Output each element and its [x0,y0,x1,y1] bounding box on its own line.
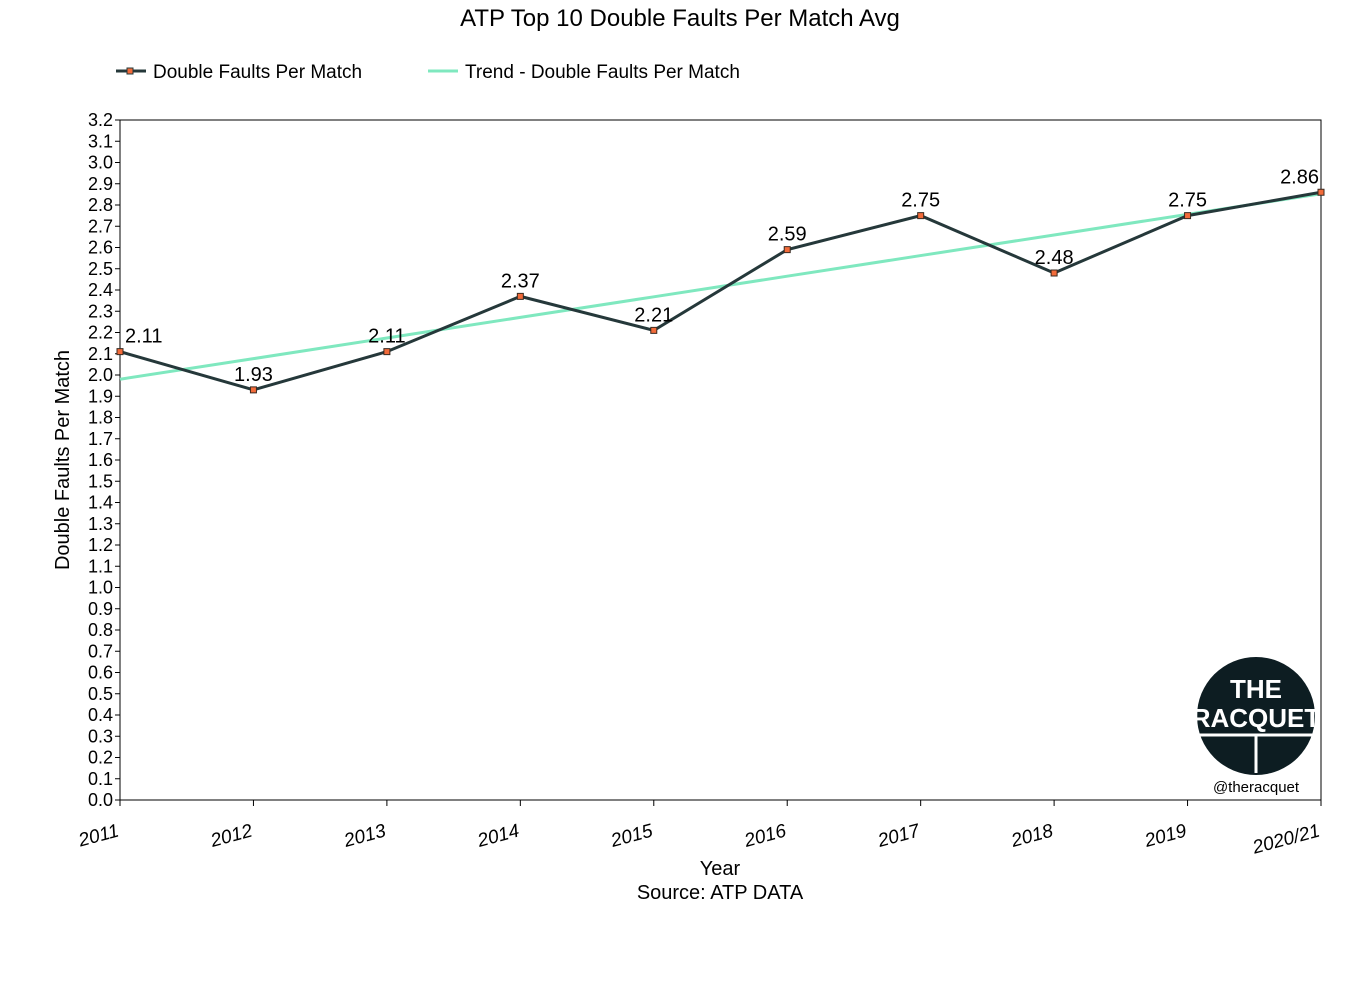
y-tick-label: 0.3 [88,726,113,746]
y-tick-label: 0.8 [88,620,113,640]
y-tick-label: 2.1 [88,344,113,364]
x-tick-label: 2017 [875,820,924,852]
data-point [1184,212,1192,220]
data-point [783,246,791,254]
logo-text-racquet: RACQUET [1192,703,1321,733]
y-tick-label: 0.1 [88,769,113,789]
y-tick-label: 0.2 [88,748,113,768]
data-label: 2.37 [501,270,540,292]
data-point [650,326,658,334]
x-tick-label: 2011 [75,821,121,852]
data-label: 2.86 [1280,166,1319,188]
x-tick-label: 2015 [608,820,656,852]
data-label: 2.21 [634,304,673,326]
x-tick-label: 2018 [1008,820,1056,852]
legend-label-series: Double Faults Per Match [153,62,362,83]
data-label: 2.75 [1168,190,1207,212]
y-tick-label: 1.5 [88,471,113,491]
data-point [1317,188,1325,196]
legend-marker-series [126,67,134,75]
y-tick-label: 1.2 [88,535,113,555]
y-tick-label: 3.1 [88,131,113,151]
y-tick-label: 2.0 [88,365,113,385]
y-axis-title: Double Faults Per Match [52,350,74,570]
data-point [383,348,391,356]
data-point [516,292,524,300]
y-tick-label: 2.9 [88,174,113,194]
y-tick-label: 1.6 [88,450,113,470]
x-axis-title: Year [700,858,741,880]
y-tick-label: 0.0 [88,790,113,810]
logo-circle [1197,657,1315,775]
legend: Double Faults Per Match Trend - Double F… [116,62,740,83]
series-line [119,190,1322,392]
data-label: 2.48 [1035,247,1074,269]
data-label: 2.59 [768,224,807,246]
legend-label-trend: Trend - Double Faults Per Match [465,62,740,83]
x-tick-label: 2020/21 [1250,821,1323,859]
series-layer: 2.11 1.93 2.11 2.37 2.21 2.59 2.75 2.48 2.75 2.86 [116,166,1325,394]
y-tick-label: 2.6 [88,238,113,258]
data-point [116,348,124,356]
data-point [1050,269,1058,277]
x-axis: 2011 2012 2013 2014 2015 2016 2017 2018 2019 2020… [75,800,1322,859]
y-tick-label: 2.8 [88,195,113,215]
y-tick-label: 0.7 [88,641,113,661]
y-tick-label: 2.7 [88,216,113,236]
x-tick-label: 2014 [474,821,521,852]
y-tick-label: 2.2 [88,323,113,343]
data-point [249,386,257,394]
trend-line [119,192,1322,381]
y-tick-label: 2.3 [88,301,113,321]
source-note: Source: ATP DATA [637,882,804,904]
y-tick-label: 0.9 [88,599,113,619]
x-tick-label: 2012 [207,820,255,852]
y-tick-label: 0.6 [88,663,113,683]
data-point [917,212,925,220]
racquet-logo: THE RACQUET @theracquet [1192,657,1321,796]
logo-handle-text: @theracquet [1213,779,1300,796]
y-tick-label: 1.0 [88,578,113,598]
y-tick-label: 1.3 [88,514,113,534]
data-label: 1.93 [234,364,273,386]
x-tick-label: 2013 [341,820,389,852]
y-tick-label: 1.1 [88,556,113,576]
x-tick-label: 2016 [741,820,789,852]
data-label: 2.11 [125,326,162,348]
data-label: 2.11 [368,326,405,348]
y-tick-label: 1.7 [88,429,113,449]
y-tick-label: 3.0 [88,153,113,173]
y-tick-label: 0.4 [88,705,113,725]
y-tick-label: 0.5 [88,684,113,704]
y-tick-label: 2.5 [88,259,113,279]
y-tick-label: 2.4 [88,280,113,300]
y-tick-label: 3.2 [88,110,113,130]
y-tick-label: 1.4 [88,493,113,513]
y-axis: 0.00.10.20.30.40.50.60.70.80.91.01.11.21… [88,110,120,810]
y-tick-label: 1.8 [88,408,113,428]
chart-title: ATP Top 10 Double Faults Per Match Avg [460,5,900,32]
logo-text-the: THE [1230,674,1282,704]
y-tick-label: 1.9 [88,386,113,406]
x-tick-label: 2019 [1142,820,1190,852]
data-label: 2.75 [901,190,940,212]
